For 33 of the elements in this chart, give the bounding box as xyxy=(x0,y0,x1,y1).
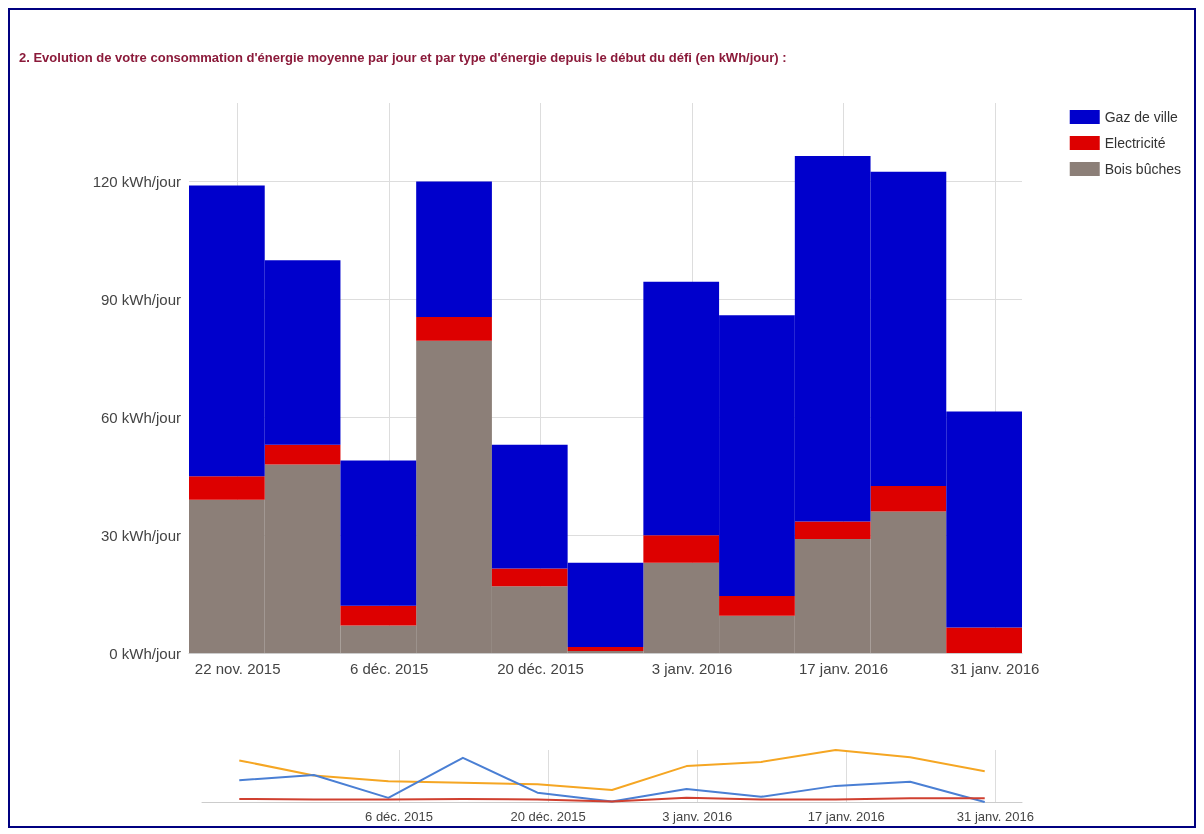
x-tick-label: 22 nov. 2015 xyxy=(194,660,281,677)
bar xyxy=(340,605,417,626)
bar xyxy=(416,181,492,318)
legend-label: Bois bûches xyxy=(1104,161,1182,177)
x-tick-label: 6 déc. 2015 xyxy=(349,660,429,677)
x-tick-label: 3 janv. 2016 xyxy=(662,809,733,824)
bar xyxy=(567,647,644,652)
bar xyxy=(264,444,341,465)
x-tick-label: 31 janv. 2016 xyxy=(950,660,1040,677)
bar xyxy=(946,627,1022,653)
x-tick-label: 17 janv. 2016 xyxy=(799,660,888,677)
x-tick-label: 31 janv. 2016 xyxy=(956,809,1034,824)
y-tick-label: 120 kWh/jour xyxy=(92,173,181,191)
bar xyxy=(719,596,795,616)
x-tick-label: 20 déc. 2015 xyxy=(497,660,584,677)
bar xyxy=(340,460,417,606)
y-tick-label: 0 kWh/jour xyxy=(109,644,181,662)
bar xyxy=(643,535,720,563)
y-tick-label: 90 kWh/jour xyxy=(100,290,181,308)
bar xyxy=(189,476,265,500)
bar xyxy=(416,317,492,341)
x-tick-label: 17 janv. 2016 xyxy=(807,809,885,824)
bar xyxy=(491,568,568,587)
y-tick-label: 60 kWh/jour xyxy=(100,408,181,426)
x-tick-label: 3 janv. 2016 xyxy=(651,660,733,677)
chart-title: 2. Evolution de votre consommation d'énergie moyenne par jour et par type d'énergie depuis le début du défi (en kWh/jour) : xyxy=(19,50,787,65)
legend-label: Gaz de ville xyxy=(1104,109,1179,125)
bar xyxy=(870,486,947,512)
legend-label: Electricité xyxy=(1104,135,1166,151)
bar xyxy=(794,521,871,540)
x-tick-label: 20 déc. 2015 xyxy=(510,809,586,824)
x-tick-label: 6 déc. 2015 xyxy=(365,809,433,824)
y-tick-label: 30 kWh/jour xyxy=(100,526,181,544)
